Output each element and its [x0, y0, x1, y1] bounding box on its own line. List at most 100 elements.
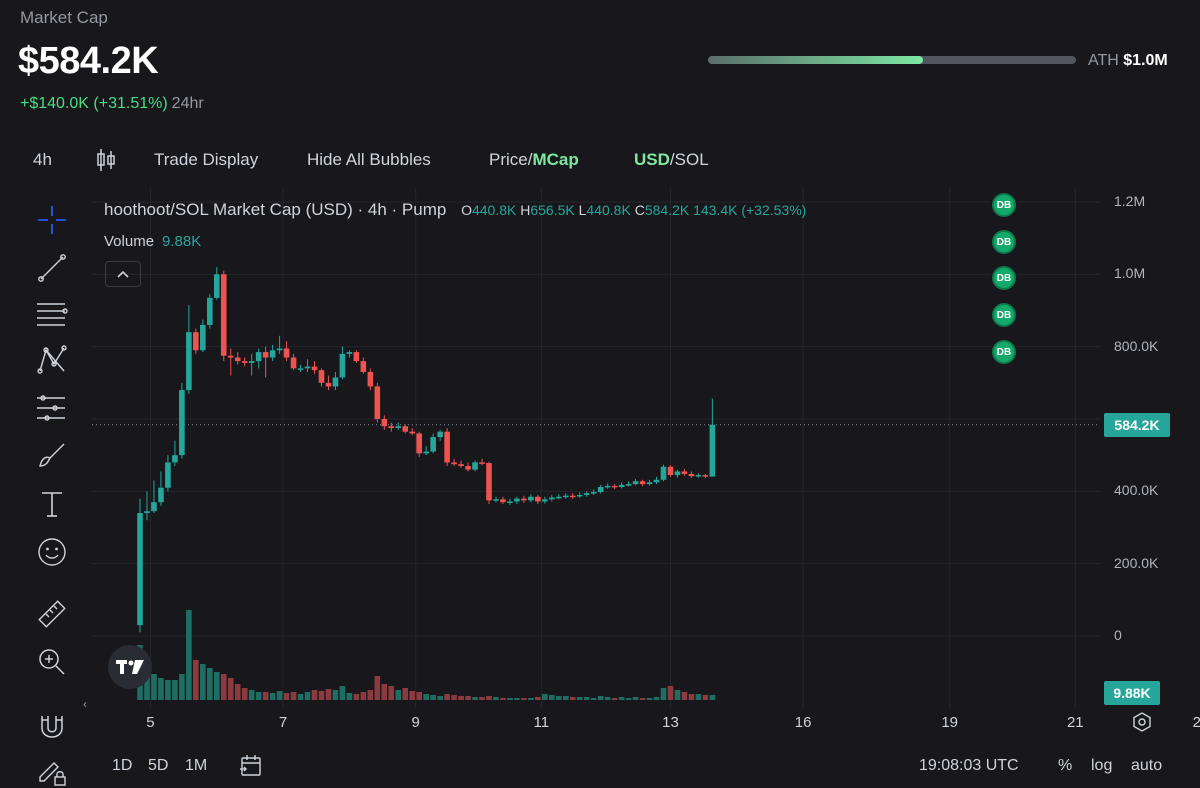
zoom-in-icon[interactable] — [34, 644, 70, 680]
candle[interactable] — [542, 496, 548, 504]
candle[interactable] — [674, 469, 681, 478]
candle[interactable] — [646, 479, 653, 486]
trade-bubble[interactable]: DB — [992, 266, 1016, 290]
candle[interactable] — [367, 368, 374, 391]
candle[interactable] — [681, 468, 688, 476]
candle[interactable] — [193, 328, 199, 354]
tradingview-logo[interactable] — [108, 645, 152, 689]
range-1d-button[interactable]: 1D — [112, 757, 133, 774]
candle[interactable] — [458, 460, 464, 468]
collapse-legend-button[interactable] — [105, 261, 141, 287]
candle[interactable] — [374, 382, 381, 423]
candle[interactable] — [521, 495, 527, 503]
range-1m-button[interactable]: 1M — [185, 757, 208, 774]
ruler-icon[interactable] — [34, 596, 70, 632]
candle[interactable] — [562, 493, 569, 499]
candle[interactable] — [297, 364, 304, 372]
candle[interactable] — [556, 494, 562, 500]
candle[interactable] — [248, 353, 255, 376]
candle[interactable] — [500, 496, 506, 504]
trade-bubble[interactable]: DB — [992, 193, 1016, 217]
candle[interactable] — [332, 371, 339, 391]
prediction-icon[interactable] — [34, 390, 70, 426]
candle[interactable] — [472, 460, 478, 472]
candle[interactable] — [207, 294, 213, 329]
trade-bubble[interactable]: DB — [992, 340, 1016, 364]
settings-icon[interactable] — [1131, 711, 1153, 738]
candle[interactable] — [213, 267, 220, 300]
candle[interactable] — [479, 458, 485, 466]
hide-bubbles-button[interactable]: Hide All Bubbles — [307, 150, 431, 169]
candle[interactable] — [549, 494, 555, 502]
interval-selector[interactable]: 4h — [33, 150, 52, 169]
candle[interactable] — [283, 341, 290, 362]
trade-bubble[interactable]: DB — [992, 230, 1016, 254]
auto-toggle[interactable]: auto — [1131, 757, 1163, 774]
candle[interactable] — [486, 461, 492, 504]
candle[interactable] — [597, 484, 604, 494]
candle[interactable] — [444, 428, 450, 467]
candle[interactable] — [528, 494, 534, 503]
emoji-icon[interactable] — [34, 534, 70, 570]
lock-drawing-icon[interactable] — [34, 756, 70, 786]
trade-bubble[interactable]: DB — [992, 303, 1016, 327]
candle[interactable] — [220, 270, 227, 362]
candle[interactable] — [172, 440, 178, 467]
candle[interactable] — [493, 496, 499, 503]
candle[interactable] — [165, 455, 171, 492]
scroll-left-icon[interactable]: ‹ — [83, 697, 87, 711]
candle[interactable] — [276, 335, 283, 354]
candle[interactable] — [576, 492, 583, 498]
candle[interactable] — [667, 465, 674, 477]
candle[interactable] — [430, 433, 436, 454]
candle[interactable] — [618, 482, 625, 489]
candle[interactable] — [695, 473, 702, 478]
candle[interactable] — [158, 471, 164, 506]
price-mcap-toggle[interactable]: Price/MCap — [489, 150, 579, 170]
candle[interactable] — [151, 480, 157, 514]
candle[interactable] — [702, 473, 709, 478]
crosshair-icon[interactable] — [34, 202, 70, 238]
candlestick-icon[interactable] — [95, 147, 117, 178]
pattern-icon[interactable] — [34, 342, 70, 378]
candle[interactable] — [416, 431, 422, 457]
candle[interactable] — [514, 496, 520, 504]
candle[interactable] — [437, 429, 443, 441]
candle[interactable] — [186, 305, 192, 394]
date-range-icon[interactable] — [238, 753, 264, 784]
candle[interactable] — [604, 483, 611, 489]
candle[interactable] — [388, 422, 395, 432]
clock-time[interactable]: 19:08:03 UTC — [919, 757, 1019, 774]
candle[interactable] — [632, 479, 639, 486]
trade-display-button[interactable]: Trade Display — [154, 150, 259, 169]
candle[interactable] — [583, 491, 590, 497]
candle[interactable] — [625, 481, 632, 487]
candle[interactable] — [507, 498, 513, 506]
candle[interactable] — [653, 476, 660, 485]
candle[interactable] — [325, 375, 332, 391]
candle[interactable] — [269, 344, 276, 362]
candle[interactable] — [451, 458, 457, 467]
candle[interactable] — [465, 462, 471, 472]
candle[interactable] — [709, 398, 716, 477]
candle[interactable] — [409, 428, 416, 436]
candle[interactable] — [346, 350, 353, 358]
candle[interactable] — [535, 494, 541, 504]
candle[interactable] — [339, 346, 346, 380]
candle[interactable] — [318, 368, 325, 387]
log-toggle[interactable]: log — [1091, 757, 1113, 774]
percent-toggle[interactable]: % — [1058, 757, 1073, 774]
candle[interactable] — [227, 348, 234, 376]
magnet-icon[interactable] — [34, 708, 70, 744]
fib-retracement-icon[interactable] — [34, 296, 70, 332]
candle[interactable] — [234, 352, 241, 365]
candle[interactable] — [144, 491, 150, 521]
candle[interactable] — [311, 361, 318, 374]
candle[interactable] — [179, 382, 185, 459]
brush-icon[interactable] — [34, 438, 70, 474]
candle[interactable] — [590, 489, 597, 495]
candle[interactable] — [660, 464, 667, 482]
candle[interactable] — [353, 350, 360, 363]
candle[interactable] — [241, 357, 248, 367]
candle[interactable] — [262, 346, 269, 378]
